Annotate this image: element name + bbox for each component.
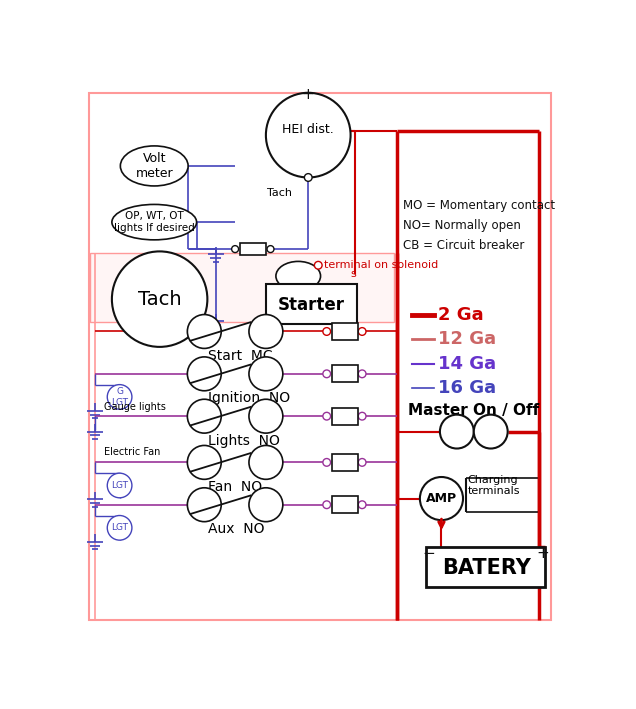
Circle shape <box>266 93 350 177</box>
Text: 16 Ga: 16 Ga <box>438 379 495 398</box>
Circle shape <box>249 445 283 479</box>
Circle shape <box>305 174 312 182</box>
Bar <box>332 323 358 340</box>
Bar <box>90 253 394 322</box>
Text: LGT: LGT <box>111 481 128 490</box>
Circle shape <box>188 445 221 479</box>
Text: MO = Momentary contact
NO= Normally open
CB = Circuit breaker: MO = Momentary contact NO= Normally open… <box>403 199 555 252</box>
Text: OP, WT, OT
lights If desired: OP, WT, OT lights If desired <box>114 211 195 233</box>
Text: Electric Fan: Electric Fan <box>104 447 160 457</box>
Ellipse shape <box>112 204 197 240</box>
Circle shape <box>249 399 283 433</box>
Circle shape <box>249 488 283 522</box>
Text: 14 Ga: 14 Ga <box>438 354 495 373</box>
Text: AMP: AMP <box>426 492 457 505</box>
Text: −: − <box>423 546 436 561</box>
Text: Starter: Starter <box>278 296 345 314</box>
Circle shape <box>323 328 331 335</box>
Text: Lights  NO: Lights NO <box>208 434 280 448</box>
Circle shape <box>323 370 331 378</box>
Bar <box>332 496 358 513</box>
Ellipse shape <box>120 146 188 186</box>
Text: G
LGT: G LGT <box>111 387 128 407</box>
Circle shape <box>107 473 132 498</box>
Text: C B: C B <box>336 457 354 467</box>
Text: Gauge lights: Gauge lights <box>104 402 166 412</box>
Bar <box>332 365 358 382</box>
Circle shape <box>267 245 274 252</box>
Text: Tach: Tach <box>138 290 181 308</box>
Circle shape <box>358 370 366 378</box>
Circle shape <box>474 415 508 449</box>
Text: Ignition  NO: Ignition NO <box>208 391 290 406</box>
Circle shape <box>188 488 221 522</box>
Circle shape <box>440 415 474 449</box>
Text: s: s <box>351 269 357 279</box>
Circle shape <box>249 357 283 391</box>
Circle shape <box>188 315 221 348</box>
Circle shape <box>323 413 331 420</box>
Text: BATERY: BATERY <box>441 558 530 578</box>
Circle shape <box>188 399 221 433</box>
Bar <box>266 284 357 324</box>
Circle shape <box>112 252 207 347</box>
Text: Fan  NO: Fan NO <box>208 480 262 494</box>
Circle shape <box>188 357 221 391</box>
Text: Aux  NO: Aux NO <box>208 523 265 537</box>
Text: C B: C B <box>336 500 354 510</box>
Circle shape <box>232 245 238 252</box>
Text: Start  MC: Start MC <box>208 349 273 363</box>
Circle shape <box>358 328 366 335</box>
Bar <box>426 547 546 587</box>
Text: 2 Ga: 2 Ga <box>438 306 483 323</box>
Text: C B: C B <box>336 369 354 379</box>
Text: C B: C B <box>244 244 261 254</box>
Circle shape <box>358 459 366 467</box>
Circle shape <box>420 477 463 520</box>
Circle shape <box>358 413 366 420</box>
Circle shape <box>314 262 322 269</box>
Text: C B: C B <box>336 326 354 337</box>
Ellipse shape <box>276 262 321 291</box>
Text: Volt
meter: Volt meter <box>135 152 173 180</box>
Circle shape <box>249 315 283 348</box>
Circle shape <box>107 515 132 540</box>
Text: Master On / Off: Master On / Off <box>408 403 539 418</box>
Text: terminal on solenoid: terminal on solenoid <box>324 260 439 270</box>
Circle shape <box>323 501 331 508</box>
Text: HEI dist.: HEI dist. <box>282 123 334 136</box>
Text: +: + <box>537 546 550 561</box>
Text: Tach: Tach <box>267 188 293 198</box>
Text: +: + <box>302 86 315 102</box>
Bar <box>332 454 358 471</box>
Circle shape <box>107 384 132 409</box>
Text: C B: C B <box>336 411 354 421</box>
Circle shape <box>358 501 366 508</box>
Text: 12 Ga: 12 Ga <box>438 330 495 348</box>
Text: Charging
terminals: Charging terminals <box>467 475 520 496</box>
Bar <box>332 408 358 425</box>
Text: LGT: LGT <box>111 523 128 532</box>
Bar <box>240 243 266 255</box>
Circle shape <box>323 459 331 467</box>
